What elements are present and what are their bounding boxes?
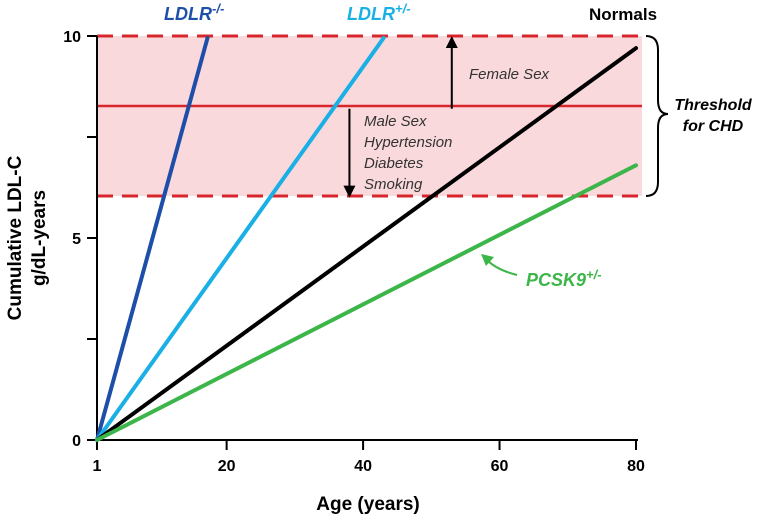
series-label-ldlr-heterozygous-sup: +/- <box>395 1 411 16</box>
threshold-brace <box>645 35 669 197</box>
y-tick-label-4: 10 <box>63 29 81 46</box>
series-label-pcsk9-sup: +/- <box>586 267 602 282</box>
series-label-ldlr-homozygous-sup: -/- <box>212 1 224 16</box>
y-axis-ticks: 0 5 10 <box>63 29 97 450</box>
series-line-ldlr-homozygous <box>95 36 210 442</box>
threshold-label-line2: for CHD <box>683 118 744 135</box>
pcsk9-pointer-arrow <box>486 259 518 276</box>
down-arrow-head <box>343 185 356 198</box>
series-label-normals: Normals <box>589 5 657 24</box>
series-label-ldlr-heterozygous-base: LDLR <box>347 4 395 24</box>
up-arrow-head <box>445 36 458 48</box>
y-tick-label-0: 0 <box>72 433 81 450</box>
pcsk9-pointer-arrow-head <box>481 254 494 266</box>
series-line-pcsk9 <box>95 163 638 442</box>
x-tick-label-2: 40 <box>354 458 372 475</box>
series-line-normals <box>95 46 638 442</box>
x-axis-ticks: 1 20 40 60 80 <box>93 440 645 475</box>
hypertension-label: Hypertension <box>364 134 452 151</box>
x-tick-label-0: 1 <box>93 458 102 475</box>
x-tick-label-4: 80 <box>627 458 645 475</box>
threshold-label-line1: Threshold <box>674 97 753 114</box>
series-label-pcsk9-base: PCSK9 <box>526 270 586 290</box>
x-tick-label-1: 20 <box>218 458 236 475</box>
series-label-pcsk9: PCSK9+/- <box>526 267 602 290</box>
y-axis-title-line2: g/dL-years <box>29 190 50 286</box>
male-sex-label: Male Sex <box>364 113 427 130</box>
female-sex-label: Female Sex <box>469 66 550 83</box>
y-tick-label-2: 5 <box>72 231 81 248</box>
y-axis-title-line1: Cumulative LDL-C <box>5 155 26 320</box>
series-line-ldlr-heterozygous <box>95 36 386 442</box>
diabetes-label: Diabetes <box>364 155 424 172</box>
series-label-ldlr-heterozygous: LDLR+/- <box>347 1 411 24</box>
smoking-label: Smoking <box>364 176 423 193</box>
x-tick-label-3: 60 <box>491 458 509 475</box>
series-label-ldlr-homozygous: LDLR-/- <box>164 1 224 24</box>
series-lines <box>95 36 638 442</box>
x-axis-title: Age (years) <box>316 494 420 515</box>
series-label-ldlr-homozygous-base: LDLR <box>164 4 212 24</box>
